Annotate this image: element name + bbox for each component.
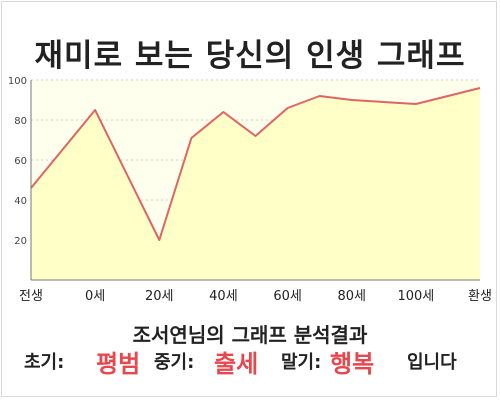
y-tick-label: 60 [14,156,27,167]
x-tick-label: 80세 [337,289,366,304]
result-heading: 조서연님의 그래프 분석결과 [132,323,368,347]
area-fill [31,88,480,280]
x-tick-label: 100세 [397,289,434,304]
series-line [30,87,481,241]
y-tick-label: 20 [14,236,27,247]
y-tick-label: 100 [8,76,27,87]
x-tick-label: 20세 [145,289,174,304]
early-value: 평범 [96,350,141,378]
late-label: 말기: [281,352,322,373]
y-tick-label: 80 [14,116,27,127]
early-label: 초기: [24,352,65,373]
y-tick-label: 40 [14,196,27,207]
result-suffix: 입니다 [407,352,457,373]
x-tick-label: 0세 [85,289,105,304]
chart-title: 재미로 보는 당신의 인생 그래프 [34,38,466,74]
x-tick-label: 60세 [273,289,302,304]
x-tick-label: 전생 [19,289,43,304]
late-value: 행복 [330,350,375,378]
middle-label: 중기: [154,352,195,373]
middle-value: 출세 [214,350,259,378]
y-tick-labels: 20 40 60 80 100 [8,76,27,247]
x-tick-labels: 전생 0세 20세 40세 60세 80세 100세 환생 [19,289,492,304]
x-tick-label: 환생 [468,289,492,304]
x-tick-label: 40세 [209,289,238,304]
